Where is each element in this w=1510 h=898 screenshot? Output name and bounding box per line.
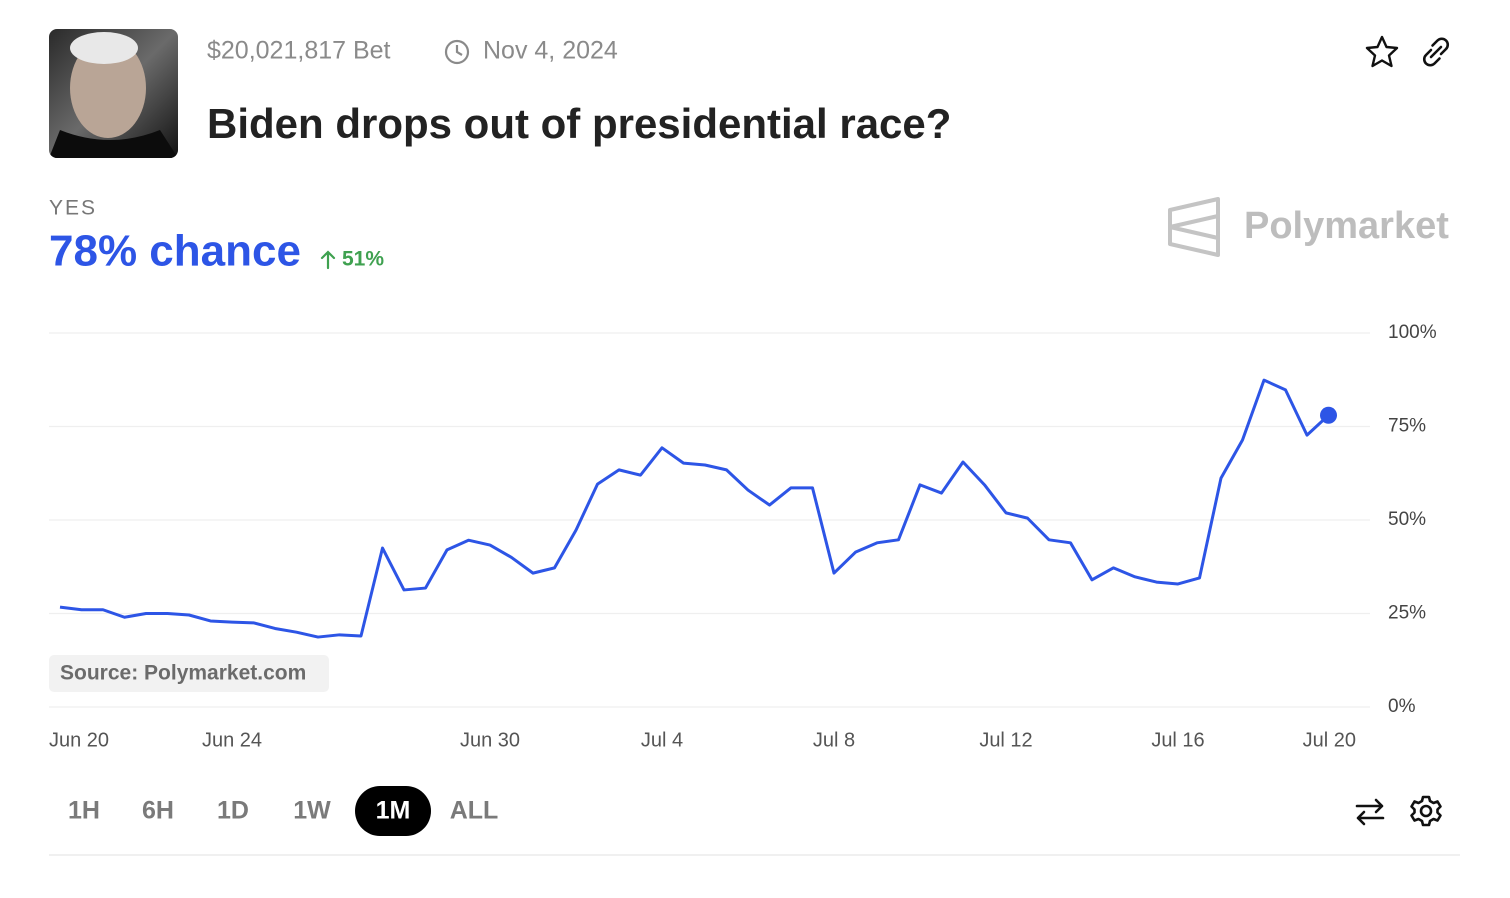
end-date: Nov 4, 2024: [483, 37, 618, 65]
range-button[interactable]: 6H: [142, 797, 174, 825]
market-image: [49, 29, 178, 158]
market-title: Biden drops out of presidential race?: [207, 100, 951, 147]
range-button[interactable]: 1H: [68, 797, 100, 825]
x-tick-label: Jul 12: [979, 729, 1032, 751]
y-tick-label: 0%: [1388, 696, 1416, 717]
price-line: [59, 378, 1330, 639]
swap-button[interactable]: [1355, 798, 1385, 826]
x-tick-label: Jul 8: [813, 729, 855, 751]
price-chart: 0% 25% 50% 75% 100% Jun 20 Jun 24 Jun 30 Jul 4 Ju…: [49, 322, 1437, 751]
change: 51%: [342, 248, 384, 271]
clock-icon: [444, 39, 470, 65]
bet-volume: $20,021,817 Bet: [207, 37, 391, 65]
x-tick-label: Jun 20: [49, 729, 109, 751]
star-button[interactable]: [1365, 35, 1399, 68]
source-badge: [49, 655, 329, 692]
range-button[interactable]: ALL: [450, 797, 499, 825]
source: Source: Polymarket.com: [60, 662, 306, 685]
brand-name: Polymarket: [1244, 205, 1449, 247]
x-tick-label: Jul 16: [1151, 729, 1204, 751]
link-button[interactable]: [1423, 37, 1449, 67]
y-tick-label: 25%: [1388, 603, 1426, 624]
x-tick-label: Jul 4: [641, 729, 683, 751]
range-button[interactable]: 1D: [217, 797, 249, 825]
x-tick-label: Jun 24: [202, 729, 262, 751]
settings-button[interactable]: [1410, 795, 1442, 827]
brand-logo: [1168, 197, 1220, 257]
up-arrow: [320, 250, 336, 270]
chance: 78% chance: [49, 227, 301, 276]
x-tick-label: Jun 30: [460, 729, 520, 751]
outcome-label: YES: [49, 197, 97, 220]
range-active[interactable]: [355, 786, 431, 836]
x-tick-label: Jul 20: [1303, 729, 1356, 751]
range-button[interactable]: 1M: [376, 797, 411, 825]
y-tick-label: 100%: [1388, 322, 1437, 343]
y-tick-label: 75%: [1388, 416, 1426, 437]
range-selector: 1H 6H 1D 1W 1M ALL: [68, 786, 498, 836]
range-button[interactable]: 1W: [293, 797, 331, 825]
last-point: [1320, 406, 1337, 424]
y-tick-label: 50%: [1388, 509, 1426, 530]
